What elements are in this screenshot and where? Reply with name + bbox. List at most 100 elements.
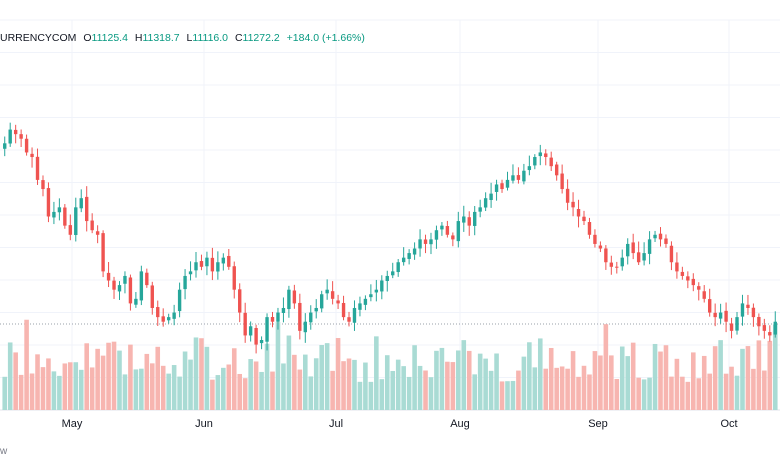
x-tick-label: Jul (329, 418, 343, 430)
volume-bar (570, 351, 576, 410)
volume-bar (313, 358, 319, 410)
volume-bar (253, 361, 259, 410)
candle-body (276, 312, 280, 322)
candle-body (407, 253, 411, 259)
candle-body (680, 271, 685, 276)
candle-body (702, 291, 706, 299)
candle-body (544, 153, 548, 158)
candle-body (254, 328, 258, 345)
candle-body (117, 285, 122, 292)
volume-bar (576, 376, 581, 410)
candle-body (385, 275, 389, 282)
volume-bar (155, 346, 161, 410)
time-axis: May Jun Jul Aug Sep Oct (62, 418, 738, 430)
volume-bar (357, 381, 363, 410)
x-tick-label: Sep (588, 418, 608, 430)
volume-bar (537, 338, 543, 410)
candle-body (675, 262, 679, 272)
volume-bar (450, 362, 456, 410)
candle-body (697, 286, 701, 290)
candle-body (139, 271, 144, 301)
volume-bar (352, 359, 357, 410)
volume-bar (532, 367, 538, 410)
volume-bar (210, 379, 215, 410)
candle-body (615, 266, 619, 268)
candle-body (593, 234, 597, 244)
candle-body (303, 321, 307, 333)
candle-body (265, 317, 269, 342)
candle-body (194, 262, 198, 271)
candle-body (330, 291, 335, 299)
candle-body (549, 157, 553, 167)
volume-bar (275, 322, 281, 410)
candle-body (134, 298, 138, 305)
candle-body (735, 317, 739, 331)
volume-bar (29, 373, 35, 410)
candle-body (270, 316, 275, 322)
candle-body (686, 276, 690, 281)
volume-bar (324, 343, 330, 410)
volume-bar (264, 343, 270, 410)
volume-bar (242, 378, 248, 410)
candle-body (691, 278, 695, 286)
volume-bar (712, 346, 718, 410)
low-label: L (186, 32, 193, 44)
volume-bar (297, 369, 303, 410)
volume-bars (2, 319, 778, 410)
volume-bar (767, 340, 773, 410)
candle-body (773, 321, 777, 335)
volume-bar (62, 363, 68, 410)
candle-body (642, 253, 646, 261)
volume-bar (144, 353, 150, 410)
open-value: 11125.4 (91, 32, 128, 44)
candle-body (391, 271, 395, 276)
candle-body (85, 196, 89, 222)
candle-body (314, 307, 318, 312)
candles (3, 122, 777, 354)
candle-body (451, 235, 455, 240)
footer-text: w (0, 446, 8, 457)
candle-body (429, 239, 433, 245)
candle-body (68, 225, 73, 235)
candle-body (729, 323, 734, 331)
candle-body (3, 143, 7, 149)
candle-body (369, 294, 373, 298)
volume-bar (100, 355, 106, 410)
volume-bar (516, 370, 521, 410)
volume-bar (374, 336, 379, 410)
candle-body (41, 180, 45, 190)
symbol-name[interactable]: URRENCYCOM (0, 32, 77, 44)
volume-bar (89, 367, 95, 410)
candle-body (156, 307, 160, 318)
candle-body (57, 207, 62, 213)
volume-bar (18, 374, 24, 410)
candle-body (751, 307, 756, 318)
volume-bar (341, 361, 346, 410)
volume-bar (199, 338, 204, 410)
candle-body (210, 257, 215, 272)
candle-body (166, 317, 171, 321)
volume-bar (117, 350, 122, 410)
volume-bar (592, 351, 598, 410)
x-tick-label: Jun (195, 418, 213, 430)
volume-bar (384, 355, 390, 410)
volume-bar (762, 370, 767, 410)
candle-body (172, 312, 176, 319)
candle-body (434, 230, 439, 240)
candle-body (19, 134, 23, 139)
candle-body (401, 257, 406, 263)
volume-bar (674, 358, 680, 410)
candle-body (494, 184, 499, 192)
volume-bar (723, 373, 729, 410)
volume-bar (603, 324, 609, 410)
candle-body (456, 221, 461, 242)
candle-body (112, 280, 116, 290)
candle-body (336, 300, 340, 304)
candle-body (478, 207, 482, 212)
volume-bar (303, 354, 308, 410)
candle-body (221, 257, 226, 264)
volume-bar (122, 374, 128, 410)
candle-body (30, 153, 34, 158)
candle-body (74, 207, 78, 236)
candle-body (560, 173, 564, 190)
